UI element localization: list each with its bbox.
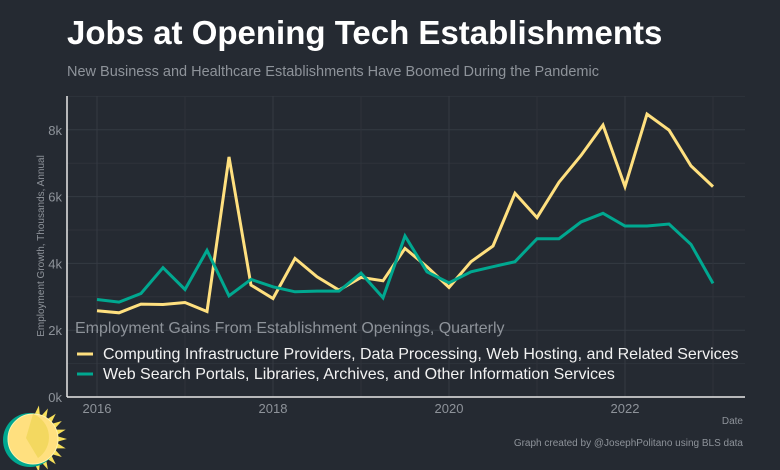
chart-title: Jobs at Opening Tech Establishments <box>67 14 663 51</box>
y-tick-label: 0k <box>48 390 62 405</box>
y-tick-label: 8k <box>48 123 62 138</box>
sun-ray <box>34 405 40 417</box>
sun-logo-icon <box>3 405 67 470</box>
sun-ray <box>56 436 67 442</box>
chart-subtitle: New Business and Healthcare Establishmen… <box>67 64 599 80</box>
x-tick-label: 2016 <box>83 401 112 416</box>
credit: Graph created by @JosephPolitano using B… <box>514 438 744 449</box>
x-tick-label: 2022 <box>611 401 640 416</box>
y-tick-label: 4k <box>48 256 62 271</box>
x-tick-label: 2020 <box>435 401 464 416</box>
series-lines <box>96 111 715 315</box>
legend: Employment Gains From Establishment Open… <box>75 320 739 383</box>
series-line-web-search <box>96 211 715 304</box>
y-axis-label: Employment Growth, Thousands, Annual <box>36 155 47 337</box>
x-axis-label: Date <box>722 416 744 427</box>
gridlines <box>67 95 745 397</box>
y-tick-label: 2k <box>48 323 62 338</box>
series-line-computing <box>96 111 715 315</box>
y-tick-label: 6k <box>48 190 62 205</box>
legend-label-computing: Computing Infrastructure Providers, Data… <box>103 346 739 363</box>
legend-title: Employment Gains From Establishment Open… <box>75 320 505 337</box>
x-tick-label: 2018 <box>259 401 288 416</box>
legend-label-web-search: Web Search Portals, Libraries, Archives,… <box>103 366 615 383</box>
